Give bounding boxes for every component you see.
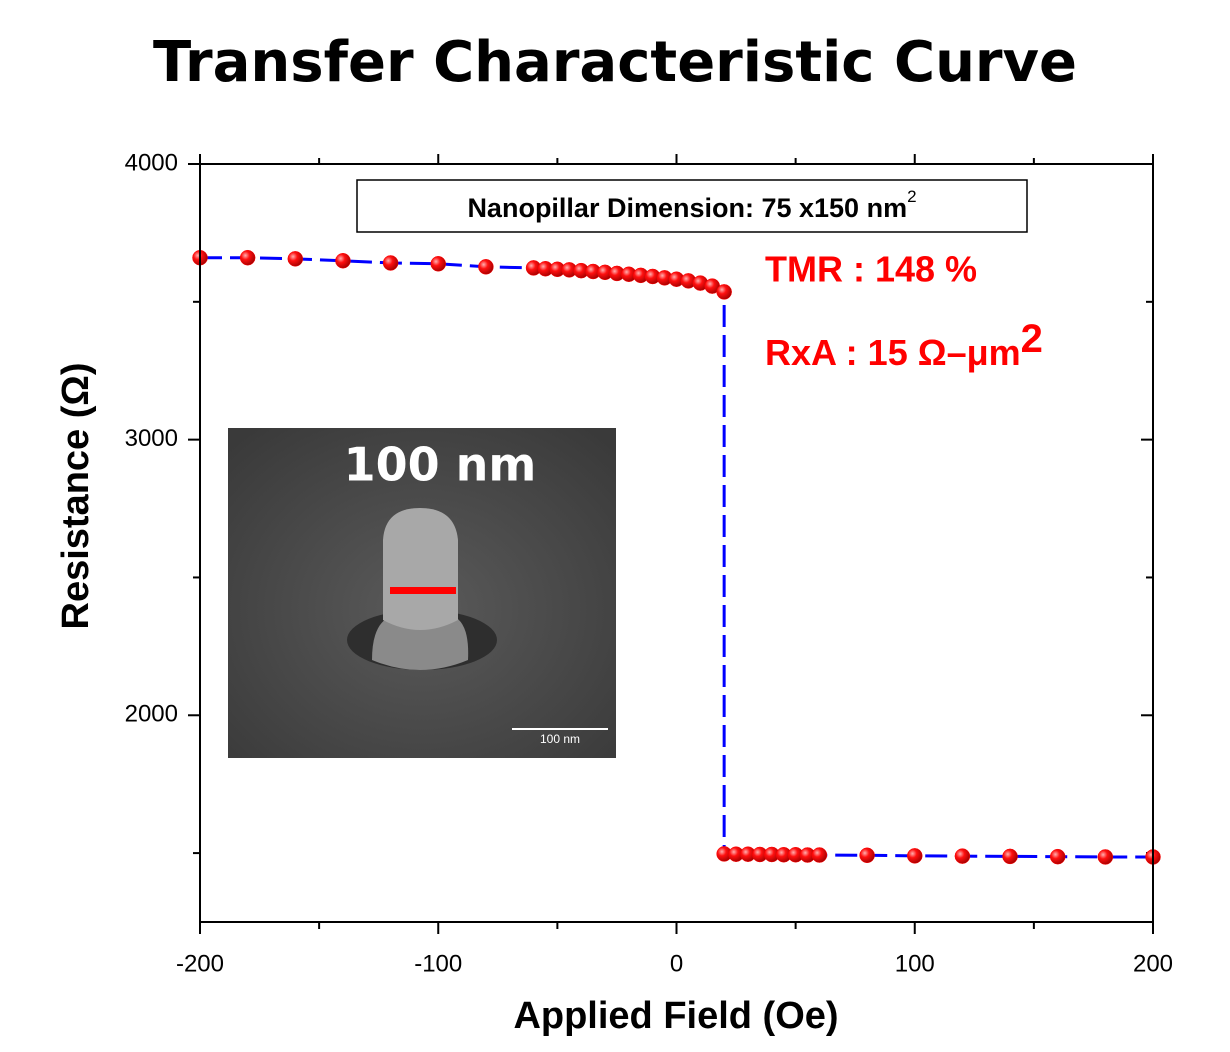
data-point [335, 252, 351, 269]
data-point [811, 847, 828, 863]
x-tick-label: -200 [176, 950, 224, 977]
data-point [954, 848, 971, 864]
plot-area: -200 -100 0 100 200 2000 3000 4000 [125, 149, 1173, 977]
annotation-sup: 2 [1021, 317, 1043, 361]
y-axis-label: Resistance (Ω) [55, 362, 97, 629]
x-tick-label: -100 [414, 950, 462, 977]
y-tick-label: 2000 [125, 701, 178, 728]
box-annotation-text: Nanopillar Dimension: 75 x150 nm [467, 193, 907, 223]
inset-label: 100 nm [344, 438, 537, 492]
x-tick-label: 200 [1133, 950, 1173, 977]
data-point [1002, 848, 1018, 865]
annotation-box [356, 179, 1028, 233]
y-tick-label: 4000 [125, 149, 178, 176]
box-annotation: Nanopillar Dimension: 75 x150 nm2 [467, 187, 916, 223]
data-point [1049, 848, 1066, 865]
x-tick-label: 0 [670, 950, 683, 977]
x-axis-label: Applied Field (Oe) [513, 995, 838, 1037]
x-tick-label: 100 [895, 950, 935, 977]
inset-marker [390, 587, 456, 594]
chart-title: Transfer Characteristic Curve [153, 30, 1077, 95]
data-point [859, 847, 875, 864]
inset-base [372, 615, 469, 670]
annotation-text: RxA : 15 Ω–μm [765, 332, 1021, 373]
data-point [287, 251, 304, 267]
data-point [430, 256, 446, 272]
data-point [239, 249, 256, 266]
data-point [716, 284, 732, 300]
axes-frame [199, 163, 1154, 923]
data-point [907, 848, 923, 864]
inset-pillar [383, 508, 458, 630]
inset-scale-label: 100 nm [540, 732, 580, 746]
inset-image: 100 nm 100 nm [228, 428, 616, 758]
annotation: TMR : 148 % [765, 249, 977, 290]
box-annotation-sup: 2 [907, 187, 916, 206]
y-tick-label: 3000 [125, 425, 178, 452]
data-point [382, 255, 399, 271]
annotation: RxA : 15 Ω–μm2 [765, 317, 1043, 373]
data-point [1097, 849, 1114, 865]
data-point [478, 259, 494, 275]
